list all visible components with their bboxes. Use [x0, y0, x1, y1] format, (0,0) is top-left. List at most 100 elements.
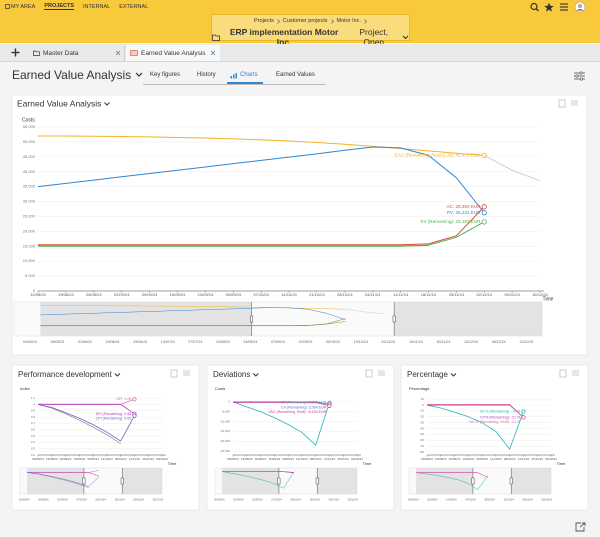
y-tick-label: -80 [420, 450, 425, 454]
y-tick-label: -30 [420, 420, 425, 424]
x-tick-label: 30/09/24 [476, 457, 488, 461]
export-icon[interactable] [170, 369, 178, 378]
navigator-label: 14/12/24 [464, 340, 478, 344]
x-tick-label: 07/10/24 [253, 292, 269, 297]
y-tick-label: 1 [33, 402, 35, 406]
close-tab[interactable] [210, 50, 216, 56]
nav-item[interactable]: INTERNAL [83, 3, 111, 10]
navigator-line [27, 472, 100, 487]
navigator-label: 09/12/24 [133, 498, 144, 502]
nav-item[interactable]: EXTERNAL [119, 3, 149, 10]
annotation: PV: 26,241 EUR [447, 210, 481, 215]
x-tick-label: 14/10/24 [281, 292, 297, 297]
export-icon[interactable] [365, 369, 373, 378]
header-icons [530, 1, 586, 13]
navigator-handle[interactable] [509, 477, 513, 485]
x-tick-label: 11/11/24 [129, 457, 141, 461]
menu-icon[interactable] [560, 3, 568, 11]
x-tick-label: 14/10/24 [296, 457, 308, 461]
series-line [427, 404, 524, 418]
x-tick-label: 23/09/24 [198, 292, 214, 297]
navigator-mask [511, 468, 551, 494]
navigator-label: 16/11/24 [409, 340, 423, 344]
y-tick-label: 0 [33, 288, 36, 293]
navigator-handle[interactable] [120, 477, 124, 485]
chevron[interactable] [114, 373, 121, 377]
y-tick-label: 1.1 [31, 396, 36, 400]
chart: Earned Value Analysis Costs Time 0 5,000 10,0… [11, 94, 588, 356]
navigator-handle[interactable] [82, 477, 86, 485]
y-tick-label: 0 [422, 403, 424, 407]
chevron[interactable] [135, 72, 143, 78]
y-tick-label: 0 [228, 400, 230, 404]
x-tick-label: 19/08/24 [241, 457, 253, 461]
chevron[interactable] [402, 35, 409, 40]
x-tick-label: 12/08/24 [30, 292, 46, 297]
tab[interactable]: Master Data [28, 45, 125, 61]
navigator-handle[interactable] [277, 477, 281, 485]
navigator-label: 16/09/24 [252, 498, 263, 502]
annotation: SV (Remaining): 3,059 EUR [281, 401, 326, 405]
series-line [426, 404, 524, 450]
navigator-label: 28/10/24 [484, 498, 495, 502]
navigator-label: 16/09/24 [57, 498, 68, 502]
y-tick-label: -10 [420, 409, 425, 413]
nav-item[interactable]: MY AREA [11, 3, 36, 10]
y-tick-label: -25,000 [220, 449, 231, 453]
subtab[interactable]: History [197, 72, 216, 78]
navigator-line [40, 307, 346, 320]
navigator-handle[interactable] [392, 315, 396, 323]
subtabs: Key figures History Charts Earned Values [143, 71, 326, 85]
x-tick-label: 14/10/24 [490, 457, 502, 461]
avatar[interactable] [574, 1, 586, 13]
navigator-handle[interactable] [315, 477, 319, 485]
end-marker [481, 204, 487, 210]
add-tab[interactable] [11, 48, 20, 57]
series-line [38, 221, 485, 247]
star-icon[interactable] [544, 2, 554, 12]
end-marker [481, 219, 487, 225]
export-icon[interactable] [559, 369, 567, 378]
nav-item[interactable]: PROJECTS [44, 3, 75, 10]
crumb[interactable]: Projects [254, 18, 274, 24]
chevron[interactable] [104, 102, 110, 106]
tab-label: Master Data [43, 49, 79, 57]
x-tick-label: 16/12/24 [532, 292, 548, 297]
crumb[interactable]: Motor Inc. [336, 18, 361, 24]
subtab[interactable]: Earned Values [276, 72, 315, 78]
export-icon[interactable] [575, 522, 586, 532]
subtab[interactable]: Key figures [150, 72, 181, 78]
chart-title: Percentage [407, 370, 448, 379]
navigator-label: 30/12/24 [348, 498, 359, 502]
x-tick-label: 11/11/24 [393, 292, 409, 297]
navigator-mask [416, 468, 473, 494]
y-tick-label: 0.5 [31, 434, 36, 438]
crumb[interactable]: Customer projects [282, 18, 328, 24]
crumb-sep [364, 18, 367, 24]
y-axis-label: Costs [215, 386, 225, 391]
navigator-label: 30/12/24 [153, 498, 164, 502]
navigator-label: 02/11/24 [381, 340, 395, 344]
project-title: ERP implementation Motor Inc. [229, 27, 339, 47]
navigator-handle[interactable] [250, 315, 254, 323]
chart: Deviations Costs Time -25,000 -20,000 -15,000… [206, 364, 395, 511]
y-tick-label: 35,000 [23, 184, 36, 189]
subtab-active[interactable]: Charts [240, 72, 258, 78]
navigator-mask [27, 468, 84, 494]
chart: Percentage Percentage Time -80 -70 -60 -50 -40 -… [400, 364, 589, 511]
navigator-label: 01/06/24 [78, 340, 92, 344]
y-tick-label: 25,000 [23, 214, 36, 219]
annotation: API: 1.08 [116, 397, 131, 401]
navigator-handle[interactable] [471, 477, 475, 485]
chevron[interactable] [253, 373, 259, 377]
search-icon[interactable] [530, 2, 539, 12]
x-tick-label: 02/12/24 [476, 292, 492, 297]
folder-icon [212, 34, 220, 41]
tab-active[interactable]: Earned Value Analysis [126, 45, 220, 61]
chevron[interactable] [450, 373, 457, 377]
export-icon[interactable] [558, 99, 566, 108]
settings-icon[interactable] [574, 71, 585, 81]
close-tab[interactable] [115, 50, 121, 56]
x-tick-label: 25/11/24 [337, 457, 349, 461]
